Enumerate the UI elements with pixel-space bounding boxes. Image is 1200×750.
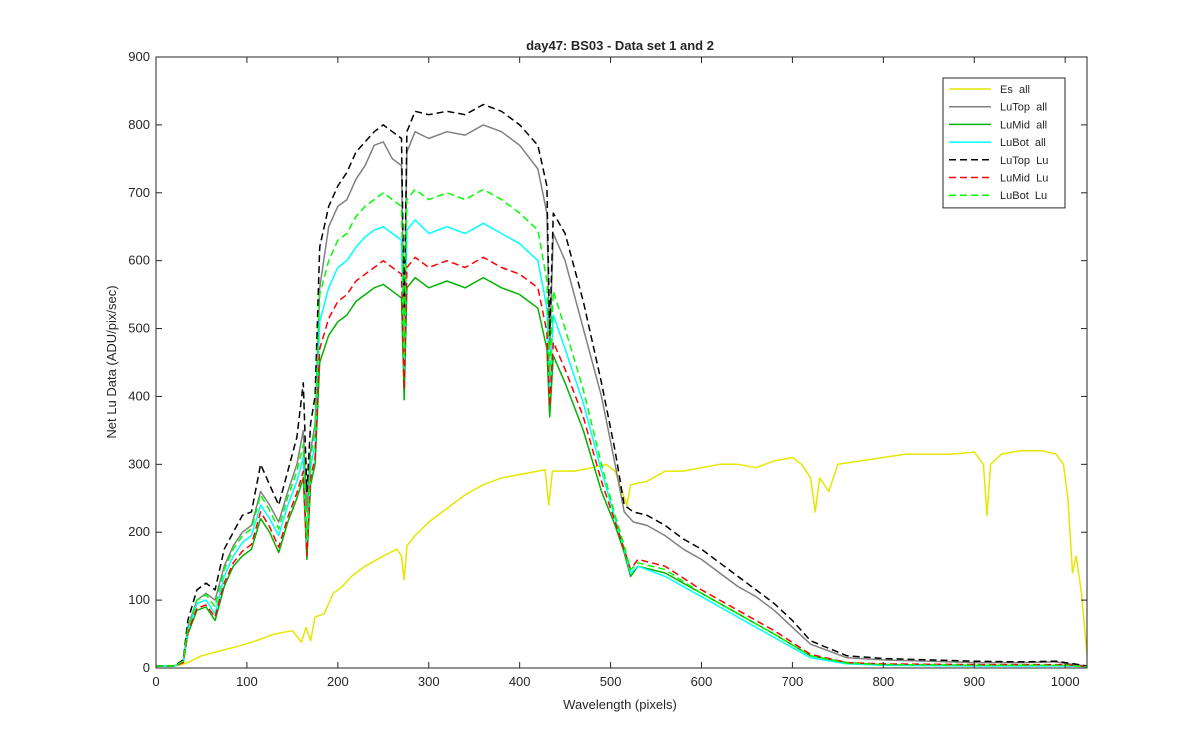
y-tick-label: 600 [128,253,150,268]
x-tick-label: 600 [691,674,713,689]
y-tick-label: 400 [128,388,150,403]
y-tick-label: 200 [128,524,150,539]
series-line-lutop-all [156,124,1087,667]
x-tick-label: 500 [600,674,622,689]
legend: Es all LuTop all LuMid all LuBot all LuTop L… [942,77,1066,209]
x-tick-label: 300 [418,674,440,689]
x-tick-label: 800 [872,674,894,689]
series-line-es-all [156,450,1087,667]
x-tick-label: 900 [963,674,985,689]
legend-label-lubot-all: LuBot all [1000,137,1046,149]
y-axis-label: Net Lu Data (ADU/pix/sec) [104,285,119,438]
y-tick-label: 100 [128,592,150,607]
legend-box [942,77,1066,209]
series-line-lumid-lu [156,256,1087,668]
series-layer [156,103,1087,668]
legend-label-es-all: Es all [1000,84,1030,96]
series-line-lutop-lu [156,103,1087,667]
x-tick-label: 0 [152,674,159,689]
legend-label-lubot-lu: LuBot Lu [1000,190,1047,202]
x-tick-label: 200 [327,674,349,689]
plot-area [156,57,1087,668]
legend-label-lumid-lu: LuMid Lu [1000,173,1048,185]
legend-label-lutop-all: LuTop all [1000,102,1047,114]
y-tick-label: 900 [128,49,150,64]
x-tick-label: 700 [782,674,804,689]
series-line-lubot-lu [156,188,1087,668]
x-tick-label: 100 [236,674,258,689]
axes: 0 100 200 300 400 500 600 700 800 900 1000 0 100 200 3… [128,49,1088,689]
y-tick-label: 300 [128,456,150,471]
axes-box [155,56,1088,669]
legend-label-lumid-all: LuMid all [1000,119,1047,131]
chart-title: day47: BS03 - Data set 1 and 2 [526,38,714,53]
y-tick-label: 700 [128,185,150,200]
y-tick-label: 0 [143,660,150,675]
plot-background [156,57,1087,668]
x-tick-label: 400 [509,674,531,689]
x-tick-label: 1000 [1051,674,1080,689]
x-axis-label: Wavelength (pixels) [563,697,677,712]
y-tick-label: 500 [128,321,150,336]
legend-label-lutop-lu: LuTop Lu [1000,155,1048,167]
y-tick-label: 800 [128,117,150,132]
